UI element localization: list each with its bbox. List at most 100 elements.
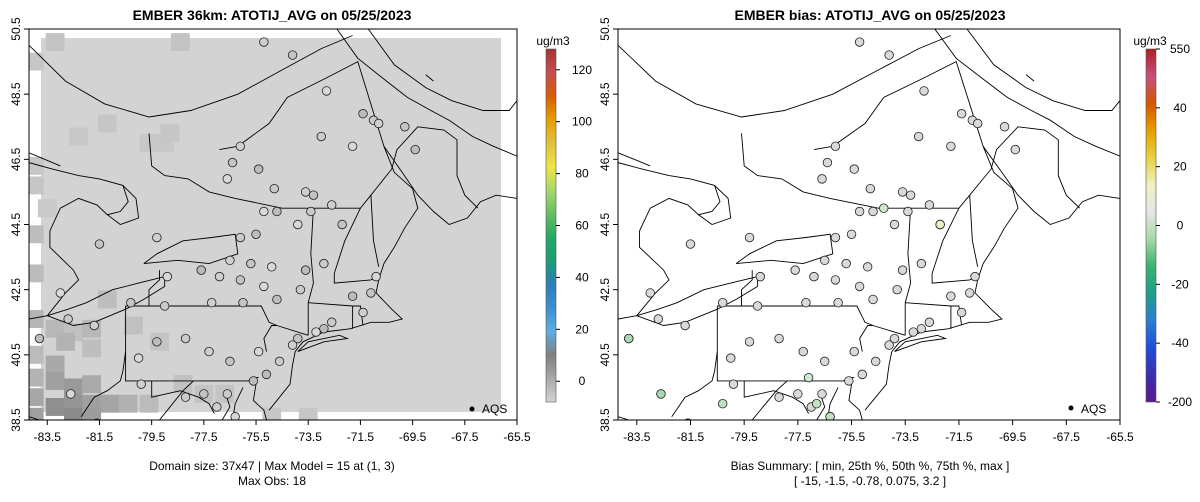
bias-site-marker [817, 389, 827, 399]
right-legend-marker [1068, 405, 1074, 411]
border [148, 270, 160, 306]
bias-site-marker [973, 118, 983, 129]
bias-site-marker [817, 174, 827, 184]
obs-site-marker [227, 157, 238, 168]
right-panel: EMBER bias: ATOTIJ_AVG on 05/25/2023 -83… [598, 7, 1192, 488]
left-title: EMBER 36km: ATOTIJ_AVG on 05/25/2023 [133, 7, 412, 23]
right-y-tick-label: 42.5 [598, 278, 612, 302]
right-x-tick-label: -65.5 [1106, 430, 1134, 444]
coastline [864, 146, 1019, 411]
obs-site-marker [337, 219, 347, 230]
obs-site-marker [327, 317, 337, 327]
left-obs-sites [34, 37, 420, 420]
border [717, 305, 906, 336]
lake-shore [29, 152, 61, 167]
bias-site-marker [726, 353, 736, 363]
bias-site-marker [903, 206, 913, 217]
right-x-tick-label: -79.5 [730, 430, 758, 444]
left-y-tick-label: 50.5 [9, 17, 23, 41]
grid-cell [82, 375, 102, 394]
left-legend: AQS [469, 402, 507, 416]
obs-site-marker [235, 275, 246, 285]
obs-site-marker [230, 412, 240, 420]
obs-site-marker [152, 337, 162, 347]
colorbar-tick-label: 40 [1173, 101, 1187, 115]
bias-site-marker [862, 262, 873, 272]
colorbar-tick-label: 60 [575, 219, 589, 233]
bias-site-marker [717, 298, 728, 308]
bias-site-marker [956, 307, 967, 318]
left-x-tick-label: -75.5 [242, 430, 270, 444]
colorbar-tick-label: 0 [579, 374, 586, 388]
coastline [383, 146, 517, 226]
left-y-tick-label: 40.5 [9, 343, 23, 367]
obs-site-marker [259, 206, 269, 217]
obs-site-marker [410, 144, 420, 155]
obs-site-marker [253, 346, 264, 357]
left-legend-label: AQS [482, 402, 507, 416]
left-x-tick-label: -73.5 [295, 430, 323, 444]
obs-site-marker [222, 174, 233, 184]
grid-cell [29, 345, 44, 364]
right-x-tick-label: -77.5 [784, 430, 812, 444]
grid-cell [29, 264, 44, 283]
grid-cell [160, 124, 180, 143]
bias-site-marker [871, 356, 881, 367]
obs-site-marker [55, 288, 66, 298]
bias-site-marker [924, 200, 935, 210]
lake-shore [618, 152, 651, 167]
grid-cell [37, 199, 57, 218]
colorbar-tick-label: -20 [1171, 277, 1189, 291]
grid-cell [29, 407, 44, 420]
obs-site-marker [34, 333, 45, 344]
coastline [336, 29, 517, 157]
obs-site-marker [199, 389, 209, 399]
border [148, 126, 479, 209]
obs-site-marker [246, 258, 256, 269]
left-x-tick-label: -69.5 [399, 430, 427, 444]
bias-site-marker [916, 324, 927, 334]
obs-site-marker [347, 141, 358, 152]
bias-site-marker [884, 340, 894, 350]
left-colorbar-unit: ug/m3 [536, 34, 570, 48]
bias-site-marker [774, 392, 784, 402]
obs-site-marker [373, 118, 384, 129]
obs-site-marker [400, 122, 410, 132]
bias-site-marker [913, 131, 924, 142]
right-x-tick-label: -83.5 [623, 430, 651, 444]
grid-cell [82, 407, 102, 420]
right-colorbar-bar [1145, 48, 1157, 403]
right-x-tick-label: -69.5 [999, 430, 1027, 444]
coastline [934, 29, 1120, 157]
grid-cell [139, 394, 159, 413]
left-x-tick-label: -81.5 [86, 430, 114, 444]
obs-site-marker [180, 392, 191, 402]
bias-point-marker [624, 333, 634, 344]
left-colorbar-ticks: 0 20 40 60 80 100 120 [556, 63, 592, 388]
lake-shore [107, 185, 140, 226]
colorbar-tick-label: -40 [1171, 336, 1189, 350]
bias-site-marker [908, 327, 918, 337]
bias-point-marker [717, 399, 728, 409]
border [751, 380, 788, 420]
left-y-tick-label: 38.5 [9, 408, 23, 432]
bias-site-marker [854, 281, 865, 292]
grid-cell [29, 310, 44, 328]
left-x-tick-label: -65.5 [503, 430, 531, 444]
grid-cell [29, 368, 44, 387]
bias-point-marker [803, 372, 814, 383]
bias-site-marker [820, 255, 830, 266]
grid-cell [29, 225, 44, 244]
border [931, 208, 978, 284]
bias-site-marker [1010, 144, 1021, 155]
border [741, 126, 1081, 209]
coastline [268, 146, 419, 411]
colorbar-tick-label: 20 [1173, 160, 1187, 174]
right-y-tick-label: 46.5 [598, 147, 612, 171]
border [125, 305, 309, 336]
obs-site-marker [253, 164, 264, 174]
bias-site-marker [964, 288, 975, 298]
obs-site-marker [248, 376, 259, 386]
colorbar-tick-label: -200 [1168, 395, 1192, 409]
obs-site-marker [225, 356, 235, 367]
